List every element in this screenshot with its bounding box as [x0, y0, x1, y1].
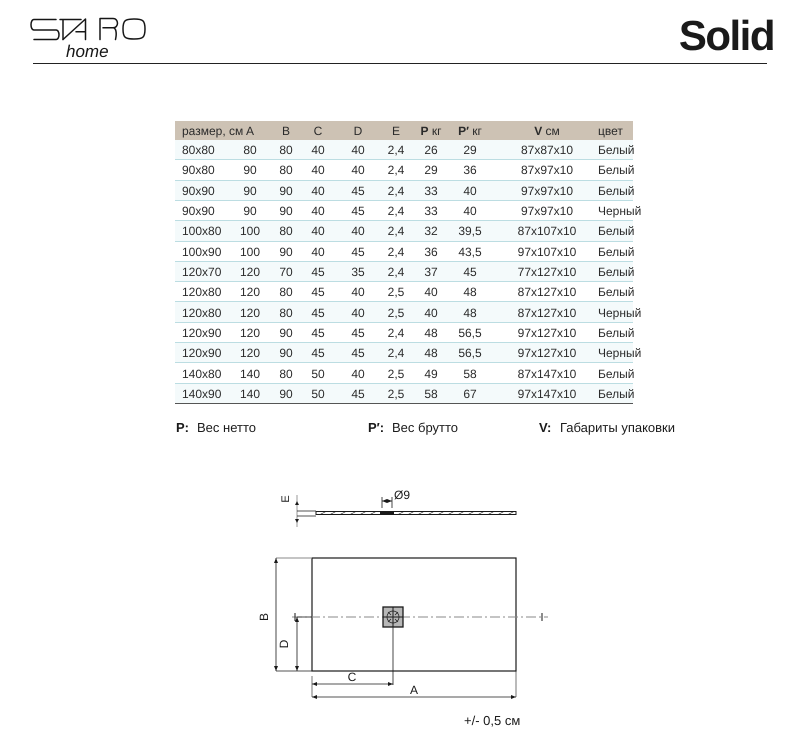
svg-text:A: A — [410, 683, 418, 697]
svg-text:D: D — [277, 639, 291, 648]
svg-text:B: B — [257, 613, 271, 621]
svg-text:+/- 0,5 см: +/- 0,5 см — [464, 713, 520, 728]
svg-text:C: C — [348, 670, 357, 684]
